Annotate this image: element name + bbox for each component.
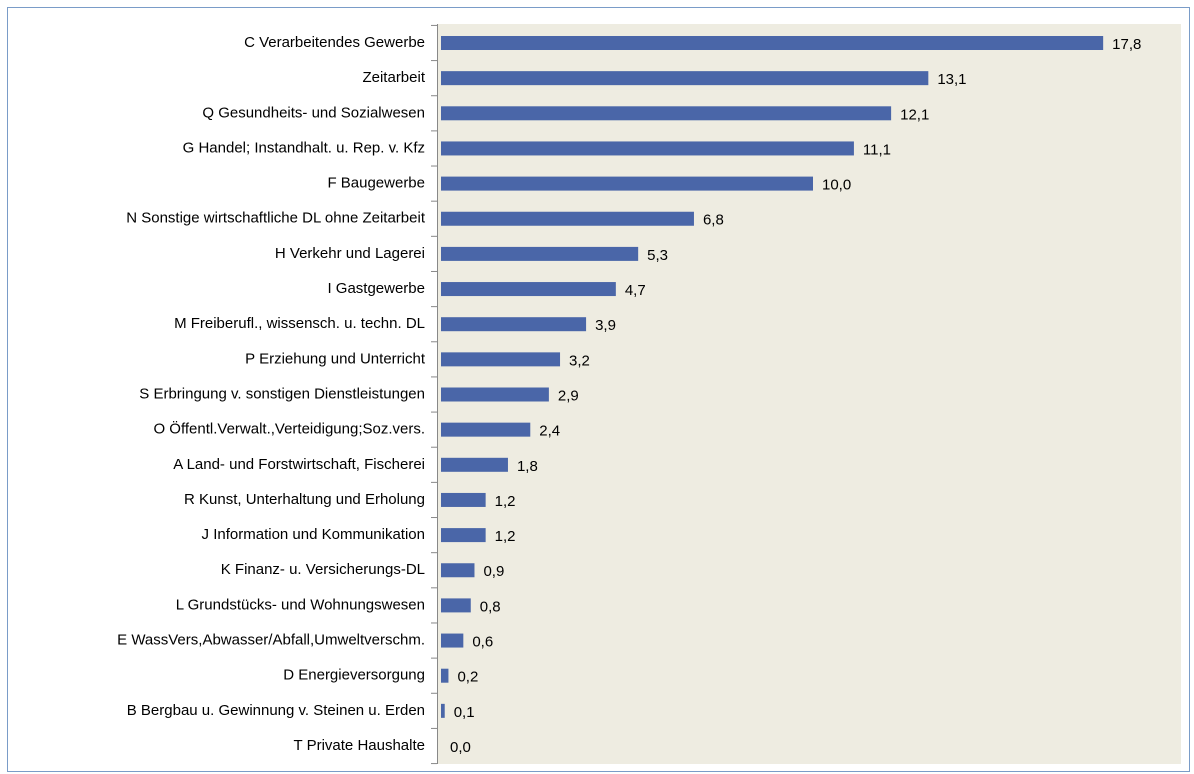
value-label: 6,8 (703, 212, 724, 229)
bar (441, 246, 639, 261)
value-label: 0,6 (472, 634, 493, 651)
category-label: P Erziehung und Unterricht (245, 350, 426, 367)
bar (441, 141, 854, 156)
value-label: 5,3 (647, 247, 668, 264)
category-label: H Verkehr und Lagerei (275, 245, 425, 262)
category-label: E WassVers,Abwasser/Abfall,Umweltverschm… (117, 632, 425, 649)
category-label: I Gastgewerbe (327, 280, 425, 297)
bar (441, 387, 549, 402)
bar (441, 282, 616, 297)
bar (441, 106, 892, 121)
category-label: Q Gesundheits- und Sozialwesen (202, 104, 425, 121)
bar (441, 71, 929, 86)
value-label: 17,8 (1112, 36, 1141, 53)
category-label: C Verarbeitendes Gewerbe (244, 34, 425, 51)
category-label: K Finanz- u. Versicherungs-DL (221, 561, 425, 578)
category-label: A Land- und Forstwirtschaft, Fischerei (173, 456, 425, 473)
bar (441, 176, 813, 191)
bar (441, 36, 1104, 50)
bar (441, 528, 486, 543)
value-label: 13,1 (937, 71, 966, 88)
bar (441, 352, 561, 367)
bar (441, 422, 531, 437)
bar (441, 563, 475, 578)
bar (441, 703, 445, 718)
bar (441, 598, 471, 613)
bar (441, 633, 464, 648)
category-label: L Grundstücks- und Wohnungswesen (176, 596, 425, 613)
value-label: 4,7 (625, 282, 646, 299)
value-label: 0,2 (457, 669, 478, 686)
value-label: 3,9 (595, 317, 616, 334)
category-label: T Private Haushalte (294, 737, 425, 754)
value-label: 10,0 (822, 177, 851, 194)
value-label: 0,9 (483, 563, 504, 580)
category-label: B Bergbau u. Gewinnung v. Steinen u. Erd… (127, 702, 425, 719)
category-label: Zeitarbeit (362, 69, 425, 86)
value-label: 2,9 (558, 387, 579, 404)
value-label: 0,0 (450, 739, 471, 756)
value-label: 1,2 (495, 493, 516, 510)
bar (441, 211, 694, 226)
category-label: O Öffentl.Verwalt.,Verteidigung;Soz.vers… (153, 420, 425, 438)
category-label: M Freiberufl., wissensch. u. techn. DL (174, 315, 425, 332)
bar (441, 317, 587, 332)
category-label: D Energieversorgung (283, 667, 425, 684)
value-label: 2,4 (539, 423, 560, 440)
category-label: S Erbringung v. sonstigen Dienstleistung… (139, 385, 425, 402)
category-label: F Baugewerbe (327, 175, 425, 192)
bar (441, 668, 449, 683)
value-label: 0,1 (454, 704, 475, 721)
value-label: 0,8 (480, 598, 501, 615)
value-label: 11,1 (863, 141, 891, 158)
bar (441, 492, 486, 507)
value-label: 1,8 (517, 458, 538, 475)
bar (441, 457, 508, 472)
value-label: 3,2 (569, 352, 590, 369)
category-label: N Sonstige wirtschaftliche DL ohne Zeita… (126, 210, 426, 227)
value-label: 1,2 (495, 528, 516, 545)
value-label: 12,1 (900, 106, 929, 123)
category-label: R Kunst, Unterhaltung und Erholung (184, 491, 425, 508)
category-label: G Handel; Instandhalt. u. Rep. v. Kfz (183, 139, 425, 156)
category-label: J Information und Kommunikation (202, 526, 425, 543)
